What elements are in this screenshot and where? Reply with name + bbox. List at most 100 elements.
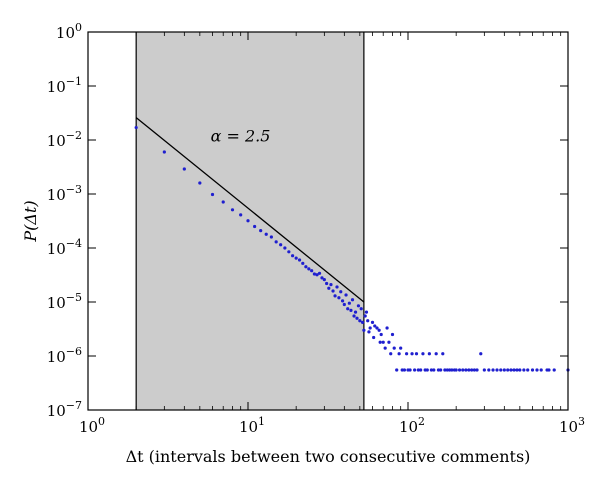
data-point xyxy=(432,368,436,372)
data-point xyxy=(312,272,316,276)
data-point xyxy=(385,326,389,330)
data-point xyxy=(414,352,419,356)
data-point xyxy=(350,298,355,302)
data-point xyxy=(307,267,311,271)
data-point xyxy=(337,296,341,300)
fit-line xyxy=(135,117,365,303)
plot-frame xyxy=(87,31,569,411)
data-point xyxy=(506,368,510,372)
data-point xyxy=(395,368,399,372)
data-point xyxy=(491,368,495,372)
data-point xyxy=(340,299,345,303)
data-point xyxy=(522,368,526,372)
data-point xyxy=(408,368,412,372)
data-point xyxy=(439,368,443,372)
labels-layer: α = 2.5 Δt (intervals between two consec… xyxy=(21,127,530,466)
data-point xyxy=(331,289,335,293)
data-point xyxy=(366,319,370,323)
shaded-region-layer xyxy=(135,32,365,410)
data-point xyxy=(353,310,358,314)
data-point xyxy=(304,265,308,269)
y-tick-label: 10−7 xyxy=(47,399,82,420)
shaded-region xyxy=(136,32,364,410)
y-tick-label: 100 xyxy=(56,21,82,42)
data-point xyxy=(352,314,356,318)
data-point xyxy=(294,256,298,260)
data-point xyxy=(310,269,314,273)
data-point xyxy=(499,368,503,372)
x-axis-title: Δt (intervals between two consecutive co… xyxy=(126,447,531,466)
data-point xyxy=(404,352,409,356)
data-point xyxy=(333,294,337,298)
data-point xyxy=(279,243,283,247)
data-point xyxy=(239,213,243,217)
data-point xyxy=(335,285,339,289)
data-point xyxy=(356,304,361,308)
x-tick-label: 103 xyxy=(559,415,585,436)
data-point xyxy=(457,368,462,372)
y-tick-label: 10−5 xyxy=(47,291,82,312)
data-point xyxy=(419,368,423,372)
data-point xyxy=(370,320,375,324)
data-point xyxy=(421,352,425,356)
data-point xyxy=(495,368,499,372)
data-point xyxy=(436,368,441,372)
data-point xyxy=(246,219,250,223)
data-point xyxy=(367,330,371,334)
data-point xyxy=(427,352,431,356)
data-point xyxy=(230,208,235,212)
data-point xyxy=(359,307,363,311)
data-point xyxy=(373,324,377,328)
data-point xyxy=(400,368,404,372)
data-point xyxy=(472,368,476,372)
data-point xyxy=(198,181,202,185)
data-point xyxy=(315,273,319,277)
data-point xyxy=(461,368,465,372)
data-point xyxy=(253,224,257,229)
data-point xyxy=(397,352,401,356)
data-point xyxy=(402,368,407,372)
data-point xyxy=(399,346,403,350)
data-point xyxy=(509,368,513,372)
data-point xyxy=(346,307,350,311)
data-point xyxy=(448,368,452,372)
data-point xyxy=(297,258,302,262)
data-point xyxy=(482,368,486,372)
data-point xyxy=(475,368,479,372)
data-point xyxy=(464,368,468,372)
x-tick-label: 102 xyxy=(399,415,425,436)
x-tick-label: 100 xyxy=(79,415,105,436)
data-point xyxy=(547,368,551,372)
data-point xyxy=(134,125,138,130)
data-point xyxy=(378,340,382,344)
data-point xyxy=(349,308,353,312)
data-point xyxy=(535,368,539,372)
data-point xyxy=(162,150,166,154)
data-point xyxy=(344,293,348,297)
data-point xyxy=(264,232,268,236)
x-tick-label: 101 xyxy=(239,415,265,436)
data-point xyxy=(518,368,522,372)
data-point xyxy=(383,346,387,350)
data-point xyxy=(287,250,291,254)
data-point xyxy=(291,254,295,258)
y-axis-title: P(Δt) xyxy=(21,200,40,242)
y-tick-label: 10−2 xyxy=(47,129,82,150)
data-point xyxy=(512,368,516,372)
y-tick-label: 10−1 xyxy=(47,75,82,96)
alpha-annotation: α = 2.5 xyxy=(211,127,271,146)
y-tick-label: 10−4 xyxy=(47,237,82,258)
data-point xyxy=(381,340,385,344)
data-point xyxy=(274,240,278,244)
fit-line-layer xyxy=(135,117,365,303)
data-point xyxy=(379,332,383,337)
data-point xyxy=(362,328,366,332)
data-point xyxy=(530,368,535,372)
data-point xyxy=(502,368,506,372)
data-point xyxy=(413,368,417,372)
data-point xyxy=(454,368,458,372)
data-point xyxy=(322,277,326,282)
data-point xyxy=(269,235,273,239)
